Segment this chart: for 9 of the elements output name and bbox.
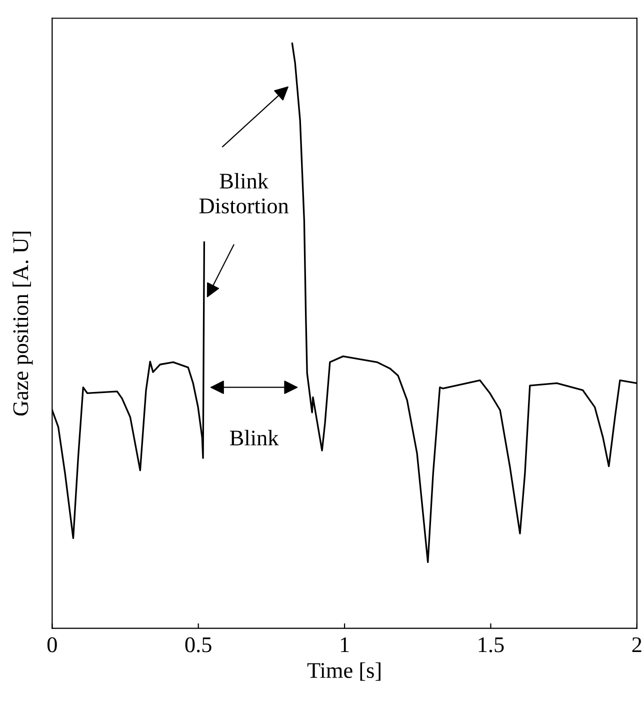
x-axis-title: Time [s] <box>307 662 380 681</box>
x-tick-label: 2 <box>632 637 642 652</box>
annotation: Blink Distortion <box>199 173 289 214</box>
x-tick-label: 0 <box>47 637 57 652</box>
annotation: Blink <box>230 430 279 446</box>
y-axis-title: Gaze position [A. U] <box>12 232 33 416</box>
x-tick-label: 0.5 <box>185 637 212 652</box>
x-tick-label: 1.5 <box>478 637 504 652</box>
x-tick-label: 1 <box>340 637 349 652</box>
